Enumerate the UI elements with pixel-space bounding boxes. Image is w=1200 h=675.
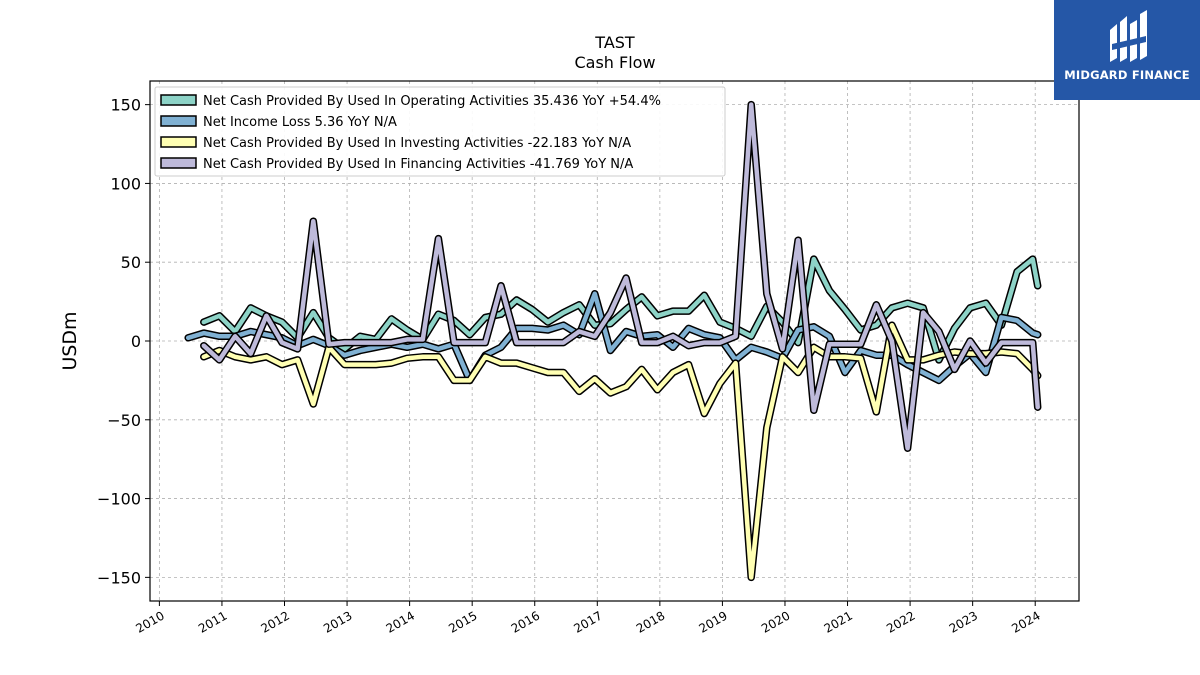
x-tick-label: 2014 [384, 608, 417, 635]
x-tick-label: 2022 [884, 608, 917, 635]
series-lines [184, 100, 1042, 582]
x-tick-label: 2010 [133, 608, 166, 635]
legend-label: Net Cash Provided By Used In Operating A… [203, 94, 661, 109]
brand-name: MIDGARD FINANCE [1064, 68, 1190, 82]
legend-swatch [160, 136, 197, 148]
x-tick-label: 2012 [259, 608, 292, 635]
x-tick-label: 2017 [571, 608, 604, 635]
x-tick-label: 2015 [446, 608, 479, 635]
y-tick-label: −150 [97, 568, 141, 587]
x-tick-label: 2013 [321, 608, 354, 635]
y-tick-label: 150 [110, 96, 141, 115]
legend-box [154, 86, 726, 177]
brand-logo-icon [1110, 10, 1147, 62]
x-tick-label: 2016 [509, 608, 542, 635]
x-tick-label: 2019 [696, 608, 729, 635]
chart-title: TAST [594, 33, 635, 52]
x-tick-label: 2020 [759, 608, 792, 635]
chart-subtitle: Cash Flow [574, 53, 655, 72]
legend: Net Cash Provided By Used In Operating A… [154, 86, 726, 177]
x-tick-label: 2018 [634, 608, 667, 635]
x-tick-label: 2021 [822, 608, 855, 635]
y-tick-label: −50 [107, 411, 141, 430]
legend-label: Net Income Loss 5.36 YoY N/A [203, 115, 397, 130]
y-tick-label: −100 [97, 490, 141, 509]
x-tick-label: 2023 [947, 608, 980, 635]
y-tick-label: 50 [121, 253, 141, 272]
series-line [201, 256, 1040, 363]
legend-swatch [160, 94, 197, 106]
series-line-outline [200, 321, 1042, 582]
y-tick-label: 0 [131, 332, 141, 351]
series-line [201, 102, 1040, 451]
series-line [201, 322, 1040, 580]
legend-label: Net Cash Provided By Used In Investing A… [203, 136, 631, 151]
legend-label: Net Cash Provided By Used In Financing A… [203, 157, 633, 172]
legend-swatch [160, 157, 197, 169]
y-tick-label: 100 [110, 174, 141, 193]
x-tick-label: 2011 [196, 608, 229, 635]
axes: 2010 2011 2012 2013 2014 2015 2016 2017 2018 2019… [97, 96, 1043, 636]
brand-logo: MIDGARD FINANCE [1054, 0, 1200, 100]
y-axis-label: USDm [59, 311, 81, 370]
legend-swatch [160, 115, 197, 127]
x-tick-label: 2024 [1009, 608, 1042, 635]
